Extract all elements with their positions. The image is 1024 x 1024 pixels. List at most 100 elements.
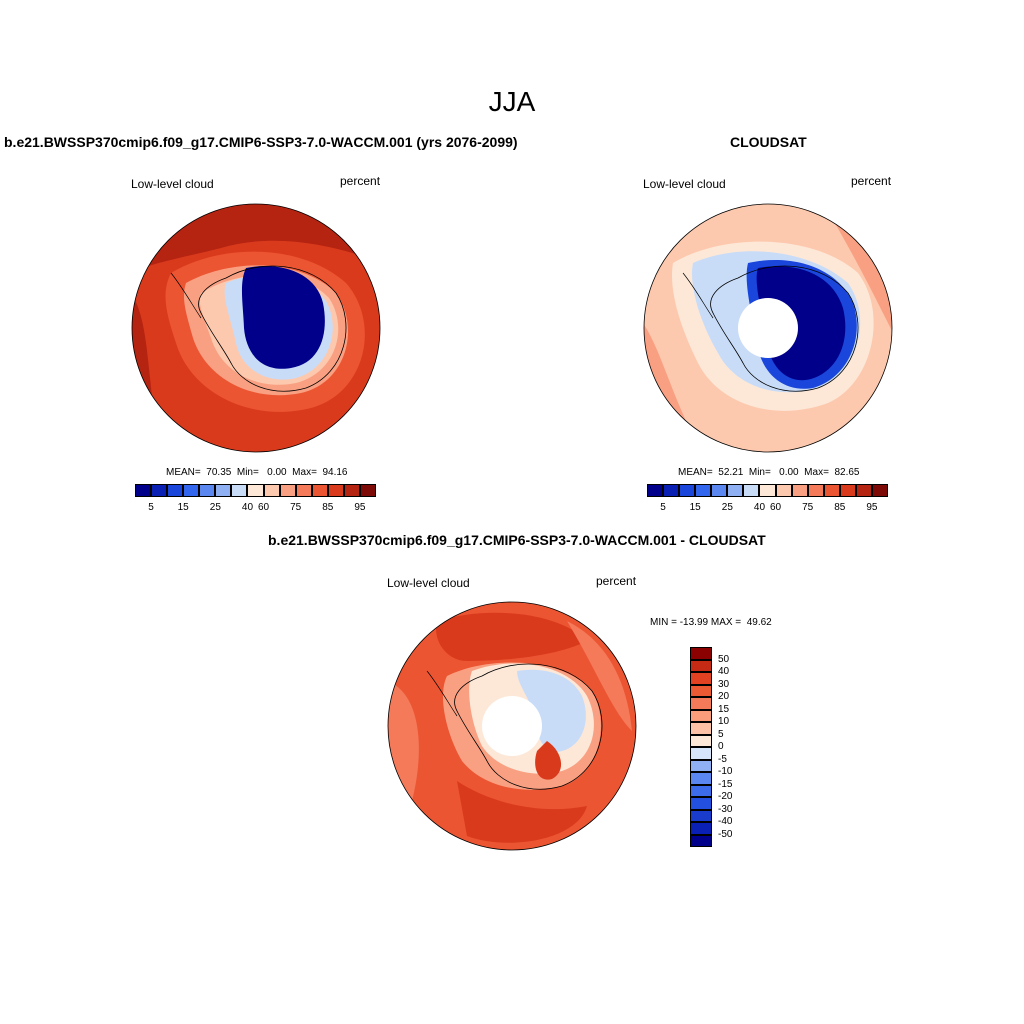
colorbar-swatch bbox=[247, 484, 264, 497]
panel2-map-border bbox=[643, 203, 893, 453]
colorbar-swatch bbox=[690, 747, 712, 760]
colorbar-swatch bbox=[647, 484, 664, 497]
colorbar-swatch bbox=[711, 484, 728, 497]
colorbar-tick-label: 50 bbox=[718, 653, 730, 665]
panel2-colorbar-ticks: 5 15 25 40 60 75 85 95 bbox=[647, 502, 888, 516]
colorbar-tick-label: 30 bbox=[718, 678, 730, 690]
colorbar-swatch bbox=[151, 484, 168, 497]
panel2-colorbar bbox=[647, 484, 888, 497]
panel3-title: b.e21.BWSSP370cmip6.f09_g17.CMIP6-SSP3-7… bbox=[268, 532, 766, 548]
panel1-stats: MEAN= 70.35 Min= 0.00 Max= 94.16 bbox=[166, 467, 348, 478]
colorbar-swatch bbox=[695, 484, 712, 497]
panel1-colorbar bbox=[135, 484, 376, 497]
panel3-pole-hole bbox=[482, 696, 542, 756]
colorbar-swatch bbox=[791, 484, 808, 497]
colorbar-swatch bbox=[690, 709, 712, 722]
colorbar-swatch bbox=[823, 484, 840, 497]
panel2-units-label: percent bbox=[851, 174, 892, 188]
colorbar-tick-label: 85 bbox=[834, 502, 846, 513]
colorbar-swatch bbox=[743, 484, 760, 497]
colorbar-tick-label: 0 bbox=[718, 741, 724, 752]
colorbar-tick-label: 5 bbox=[148, 502, 154, 513]
panel1-title: b.e21.BWSSP370cmip6.f09_g17.CMIP6-SSP3-7… bbox=[4, 134, 518, 150]
colorbar-tick-label: -30 bbox=[718, 803, 733, 815]
colorbar-tick-label: 20 bbox=[718, 691, 730, 702]
panel2-variable-label: Low-level cloud bbox=[643, 177, 726, 191]
colorbar-swatch bbox=[327, 484, 344, 497]
colorbar-tick-label: 25 bbox=[721, 502, 733, 513]
colorbar-swatch bbox=[295, 484, 312, 497]
colorbar-swatch bbox=[263, 484, 280, 497]
colorbar-swatch bbox=[279, 484, 296, 497]
colorbar-tick-label: -40 bbox=[718, 816, 733, 827]
colorbar-tick-label: 10 bbox=[718, 716, 730, 727]
panel3-antarctic-coastline bbox=[454, 663, 603, 790]
colorbar-tick-label: 60 bbox=[769, 502, 782, 513]
panel3-variable-label: Low-level cloud bbox=[387, 576, 470, 590]
colorbar-tick-label: 15 bbox=[718, 703, 730, 715]
panel1-map-border bbox=[131, 203, 381, 453]
colorbar-tick-label: 95 bbox=[354, 502, 366, 513]
colorbar-swatch bbox=[215, 484, 232, 497]
colorbar-swatch bbox=[690, 672, 712, 685]
colorbar-tick-label: -5 bbox=[718, 753, 727, 765]
colorbar-swatch bbox=[690, 772, 712, 785]
panel1-colorbar-ticks: 5 15 25 40 60 75 85 95 bbox=[135, 502, 376, 516]
colorbar-swatch bbox=[231, 484, 248, 497]
panel3-units-label: percent bbox=[596, 574, 637, 588]
colorbar-swatch bbox=[727, 484, 744, 497]
colorbar-swatch bbox=[690, 659, 712, 672]
colorbar-tick-label: 85 bbox=[322, 502, 334, 513]
colorbar-swatch bbox=[663, 484, 680, 497]
colorbar-swatch bbox=[690, 784, 712, 797]
colorbar-tick-label: 95 bbox=[866, 502, 878, 513]
panel1-variable-label: Low-level cloud bbox=[131, 177, 214, 191]
colorbar-swatch bbox=[690, 722, 712, 735]
panel2-peninsula-coastline bbox=[682, 272, 714, 319]
colorbar-tick-label: 40 bbox=[718, 666, 730, 677]
colorbar-swatch bbox=[679, 484, 696, 497]
panel2-antarctic-coastline bbox=[710, 265, 859, 392]
panel2-stats: MEAN= 52.21 Min= 0.00 Max= 82.65 bbox=[678, 467, 860, 478]
colorbar-tick-label: 75 bbox=[290, 502, 302, 513]
panel1-antarctic-coastline bbox=[198, 265, 347, 392]
panel3-field-north-red bbox=[436, 612, 587, 661]
panel1-polar-map bbox=[131, 203, 381, 453]
colorbar-swatch bbox=[690, 759, 712, 772]
panel3-field-east-salmon bbox=[567, 621, 632, 731]
colorbar-swatch bbox=[690, 797, 712, 810]
panel3-field-south-red bbox=[457, 781, 587, 843]
colorbar-swatch bbox=[759, 484, 776, 497]
colorbar-swatch bbox=[311, 484, 328, 497]
panel3-map-border bbox=[387, 601, 637, 851]
colorbar-swatch bbox=[183, 484, 200, 497]
colorbar-swatch bbox=[690, 809, 712, 822]
colorbar-tick-label: 40 bbox=[753, 502, 766, 513]
colorbar-tick-label: 5 bbox=[718, 728, 724, 740]
panel3-polar-map bbox=[387, 601, 637, 851]
colorbar-tick-label: 5 bbox=[660, 502, 666, 513]
colorbar-swatch bbox=[690, 697, 712, 710]
colorbar-swatch bbox=[359, 484, 376, 497]
panel1-field-low-cloud-core bbox=[241, 266, 325, 369]
colorbar-tick-label: 15 bbox=[177, 502, 189, 513]
colorbar-tick-label: 15 bbox=[689, 502, 701, 513]
panel2-title: CLOUDSAT bbox=[730, 134, 807, 150]
colorbar-tick-label: -10 bbox=[718, 766, 733, 777]
colorbar-swatch bbox=[690, 647, 712, 660]
colorbar-swatch bbox=[839, 484, 856, 497]
panel2-pole-hole bbox=[738, 298, 798, 358]
colorbar-tick-label: 40 bbox=[241, 502, 254, 513]
panel1-units-label: percent bbox=[340, 174, 381, 188]
panel3-field-positive-patch bbox=[535, 741, 562, 780]
panel3-stats: MIN = -13.99 MAX = 49.62 bbox=[650, 617, 772, 628]
colorbar-tick-label: -20 bbox=[718, 791, 733, 802]
colorbar-swatch bbox=[807, 484, 824, 497]
colorbar-swatch bbox=[690, 684, 712, 697]
colorbar-swatch bbox=[855, 484, 872, 497]
panel3-peninsula-coastline bbox=[426, 670, 458, 717]
colorbar-swatch bbox=[343, 484, 360, 497]
colorbar-swatch bbox=[871, 484, 888, 497]
panel3-colorbar bbox=[690, 647, 712, 847]
colorbar-swatch bbox=[775, 484, 792, 497]
